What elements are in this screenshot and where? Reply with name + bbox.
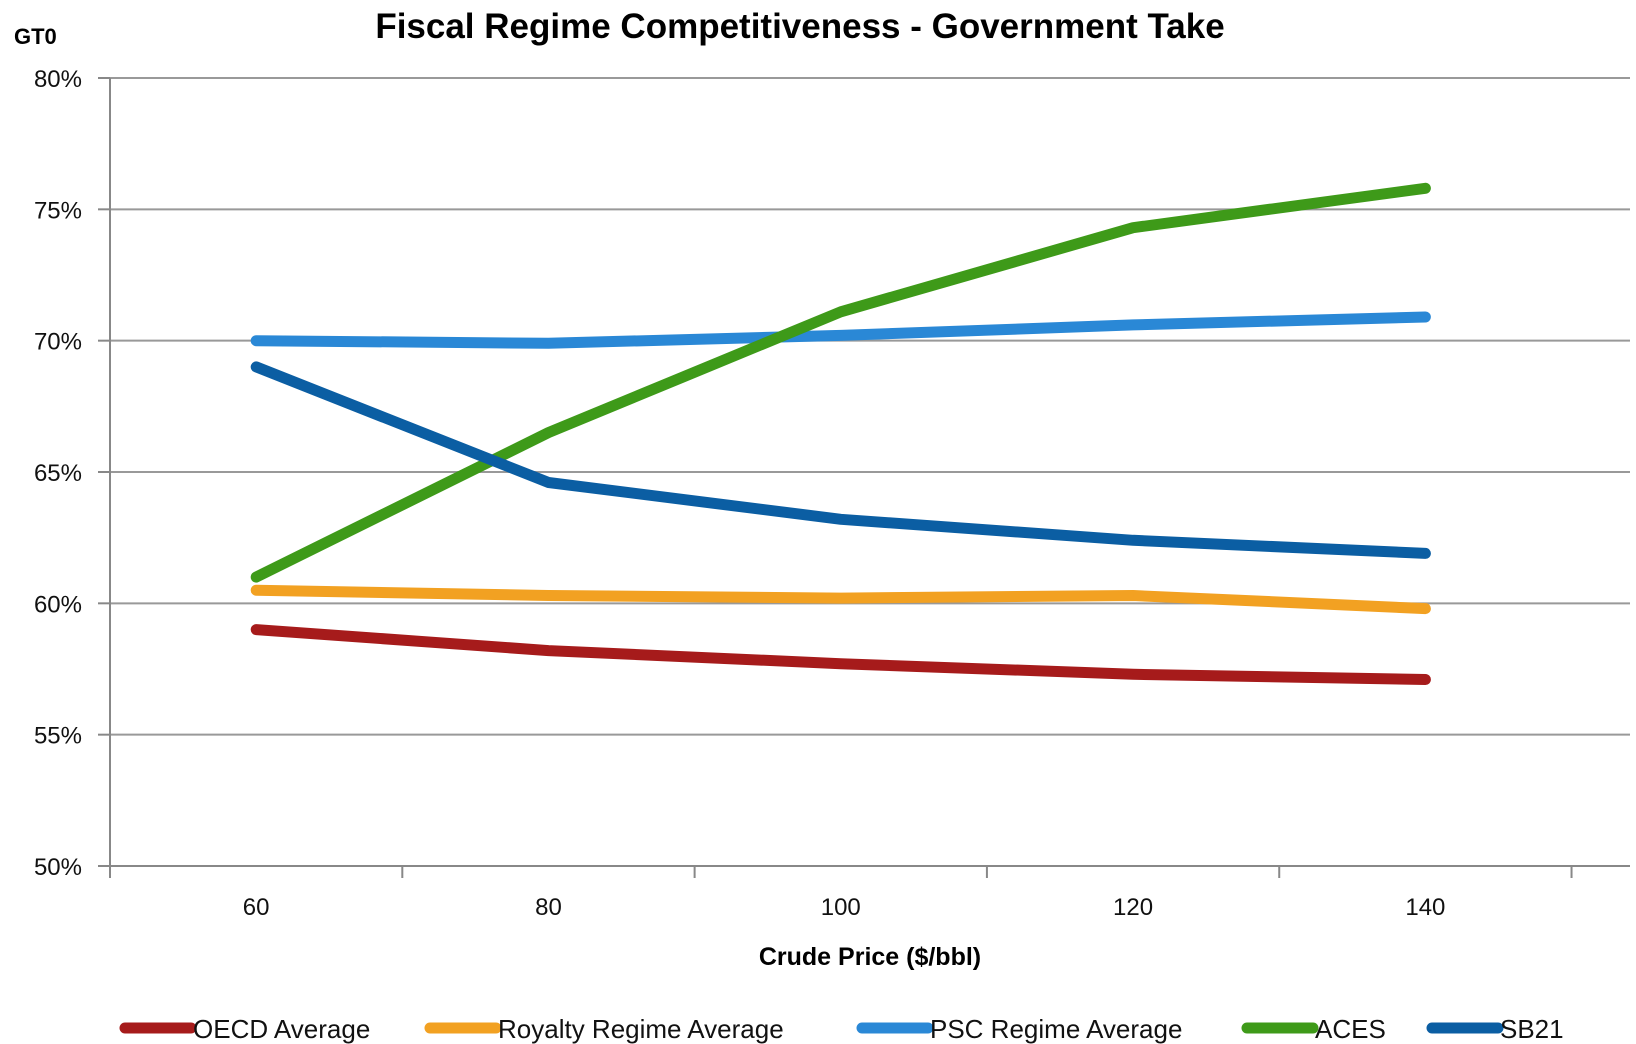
data-point-royalty-regime-average: [839, 597, 842, 600]
data-point-royalty-regime-average: [1132, 594, 1135, 597]
series-line-oecd-average: [250, 624, 1431, 685]
x-tick-label: 100: [821, 894, 861, 921]
series-line-psc-regime-average: [250, 311, 1431, 349]
y-tick-label: 80%: [34, 66, 82, 93]
gridlines: [98, 77, 1630, 878]
x-tick-label: 80: [535, 894, 562, 921]
data-point-aces: [839, 310, 842, 313]
data-point-psc-regime-average: [255, 339, 258, 342]
x-tick-label: 60: [243, 894, 270, 921]
data-point-sb21: [255, 365, 258, 368]
legend-label-royalty-regime-average: Royalty Regime Average: [498, 1014, 784, 1044]
x-tick-labels: 60 80 100 120 140: [243, 894, 1446, 921]
series-lines: [250, 182, 1431, 685]
data-point-psc-regime-average: [547, 342, 550, 345]
y-tick-label: 60%: [34, 591, 82, 618]
chart-title: Fiscal Regime Competitiveness - Governme…: [375, 7, 1224, 46]
data-point-aces: [255, 576, 258, 579]
data-point-sb21: [1132, 539, 1135, 542]
data-point-royalty-regime-average: [1424, 607, 1427, 610]
data-point-royalty-regime-average: [255, 589, 258, 592]
y-tick-label: 55%: [34, 723, 82, 750]
y-tick-label: 75%: [34, 197, 82, 224]
series-line-sb21: [250, 361, 1431, 559]
data-point-royalty-regime-average: [547, 594, 550, 597]
data-point-oecd-average: [1132, 673, 1135, 676]
legend-label-oecd-average: OECD Average: [193, 1014, 370, 1044]
data-point-psc-regime-average: [839, 334, 842, 337]
data-point-oecd-average: [1424, 678, 1427, 681]
data-point-oecd-average: [255, 628, 258, 631]
data-point-oecd-average: [839, 662, 842, 665]
data-point-sb21: [1424, 552, 1427, 555]
data-point-aces: [1424, 187, 1427, 190]
data-point-aces: [1132, 226, 1135, 229]
x-tick-label: 140: [1405, 894, 1445, 921]
y-tick-labels: 50% 55% 60% 65% 70% 75% 80%: [34, 66, 82, 881]
legend: OECD Average Royalty Regime Average PSC Re…: [119, 1014, 1564, 1044]
data-point-aces: [547, 431, 550, 434]
x-tick-label: 120: [1113, 894, 1153, 921]
legend-label-aces: ACES: [1315, 1014, 1386, 1044]
y-tick-label: 70%: [34, 329, 82, 356]
data-point-sb21: [839, 518, 842, 521]
axes: [109, 78, 1630, 867]
data-point-sb21: [547, 481, 550, 484]
y-tick-label: 65%: [34, 460, 82, 487]
data-point-oecd-average: [547, 649, 550, 652]
legend-label-psc-regime-average: PSC Regime Average: [930, 1014, 1182, 1044]
series-line-royalty-regime-average: [250, 584, 1431, 615]
corner-label: GT0: [14, 24, 57, 49]
y-tick-label: 50%: [34, 854, 82, 881]
data-point-psc-regime-average: [1424, 316, 1427, 319]
data-point-psc-regime-average: [1132, 323, 1135, 326]
legend-label-sb21: SB21: [1500, 1014, 1564, 1044]
x-axis-label: Crude Price ($/bbl): [759, 943, 981, 971]
